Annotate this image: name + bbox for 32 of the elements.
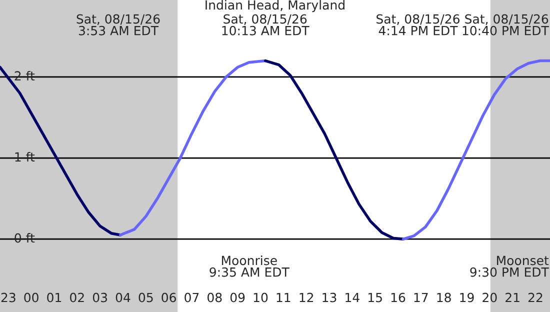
x-tick-label: 00 [24, 292, 38, 302]
x-tick-label: 15 [368, 292, 382, 302]
x-tick-label: 09 [230, 292, 245, 302]
x-tick-label: 20 [482, 292, 497, 302]
x-tick-label: 01 [47, 292, 62, 302]
x-tick-label: 21 [506, 292, 520, 302]
x-tick-label: 12 [300, 292, 314, 302]
x-tick-label: 16 [391, 292, 406, 302]
x-tick-label: 19 [460, 292, 474, 302]
x-tick-label: 08 [208, 292, 222, 302]
x-tick-label: 04 [116, 292, 130, 302]
x-tick-label: 07 [184, 292, 199, 302]
line-series [402, 59, 550, 240]
x-tick-label: 03 [92, 292, 108, 302]
annotation: Sat, 08/15/26 4:14 PM EDT [376, 14, 460, 36]
annotation: Moonset 9:30 PM EDT [470, 256, 549, 277]
x-tick-label: 11 [276, 292, 290, 302]
x-tick-label: 10 [254, 292, 268, 302]
annotation: Sat, 08/15/26 3:53 AM EDT [76, 14, 160, 36]
x-tick-label: 18 [437, 292, 451, 302]
chart-title: Indian Head, Maryland [206, 0, 344, 12]
annotation: Sat, 08/15/26 10:40 PM EDT [462, 14, 549, 36]
x-tick-label: 13 [322, 292, 336, 302]
x-tick-label: 14 [346, 292, 360, 302]
x-tick-label: 02 [70, 292, 84, 302]
x-tick-label: 17 [414, 292, 428, 302]
annotation: Moonrise 9:35 AM EDT [210, 256, 290, 277]
x-tick-label: 22 [528, 292, 542, 302]
x-tick-label: 06 [162, 292, 176, 302]
x-tick-label: 23 [1, 292, 16, 302]
x-tick-label: 05 [138, 292, 153, 302]
annotation: Sat, 08/15/26 10:13 AM EDT [222, 14, 310, 36]
